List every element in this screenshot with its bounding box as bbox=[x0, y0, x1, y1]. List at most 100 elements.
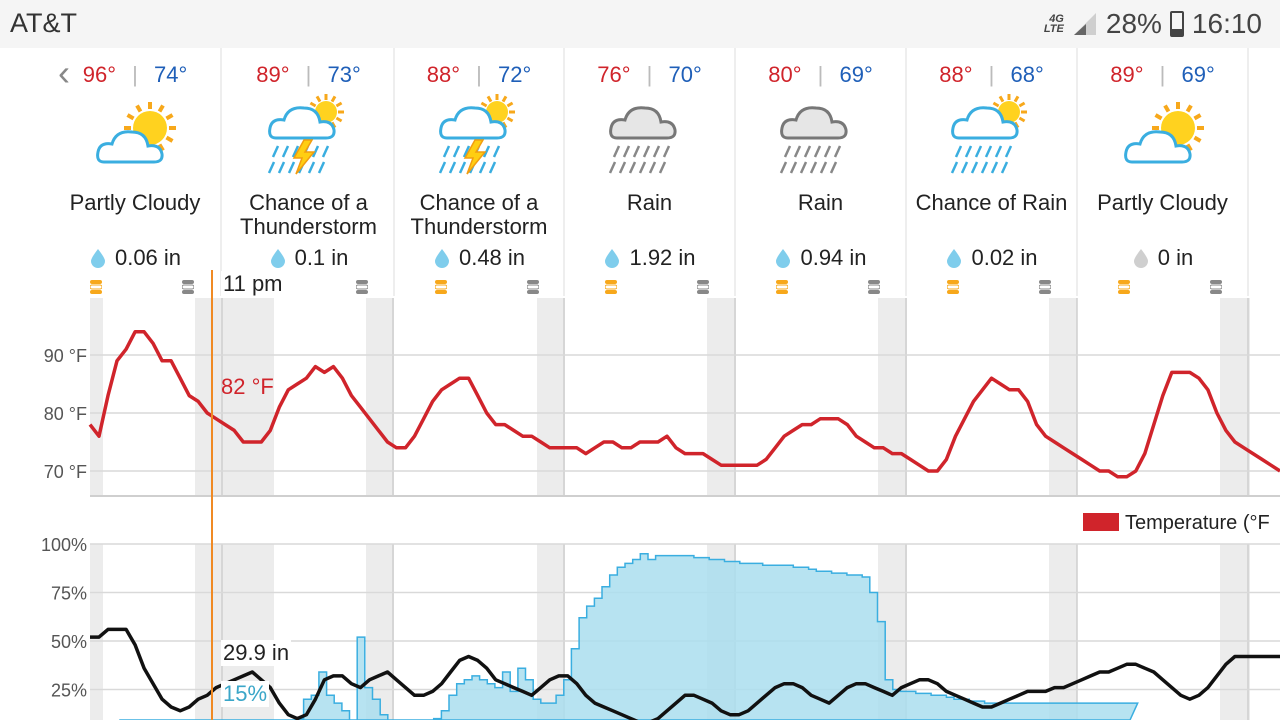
precip-amount: 0.48 in bbox=[395, 245, 563, 271]
night-band bbox=[537, 298, 565, 496]
precip-amount: 0.06 in bbox=[50, 245, 220, 271]
pressure-line bbox=[90, 627, 1280, 720]
hover-cursor-line[interactable] bbox=[211, 270, 213, 720]
sunset-icon bbox=[356, 280, 368, 294]
hover-time-label: 11 pm bbox=[221, 271, 285, 297]
partly-cloudy-icon bbox=[90, 90, 184, 184]
low-temp: 73° bbox=[327, 62, 361, 87]
forecast-day[interactable]: 89° | 73° Chance of a Thunderstorm 0.1 i… bbox=[224, 48, 395, 296]
temp-separator: | bbox=[476, 62, 482, 87]
chance-rain-icon bbox=[947, 90, 1041, 184]
temp-separator: | bbox=[1159, 62, 1166, 87]
day-temps: 88° | 72° bbox=[395, 62, 563, 88]
forecast-day[interactable]: 80° | 69° Rain 0.94 in bbox=[736, 48, 907, 296]
forecast-day[interactable]: 88° | 72° Chance of a Thunderstorm 0.48 … bbox=[395, 48, 565, 296]
legend-swatch bbox=[1083, 513, 1119, 531]
raindrop-icon bbox=[90, 249, 105, 268]
sunrise-icon bbox=[1118, 280, 1130, 294]
precip-amount: 0 in bbox=[1078, 245, 1247, 271]
forecast-day[interactable]: 76° | 70° Rain 1.92 in bbox=[565, 48, 736, 296]
y-tick-label: 25% bbox=[51, 681, 87, 701]
sunrise-icon bbox=[776, 280, 788, 294]
partly-cloudy-icon bbox=[1118, 90, 1212, 184]
night-band bbox=[1220, 544, 1250, 720]
hover-precip-chance-label: 15% bbox=[221, 681, 270, 707]
night-band bbox=[537, 544, 565, 720]
legend-label: Temperature (°F bbox=[1125, 512, 1270, 534]
battery-icon bbox=[1169, 11, 1184, 37]
forecast-day[interactable]: 89° | 69° Partly Cloudy 0 in bbox=[1078, 48, 1249, 296]
forecast-day[interactable]: 88° | 68° Chance of Rain 0.02 in bbox=[907, 48, 1078, 296]
sunset-icon bbox=[1039, 280, 1051, 294]
temp-separator: | bbox=[132, 62, 138, 87]
temperature-chart[interactable]: 90 °F 80 °F 70 °F bbox=[0, 298, 1280, 508]
condition-label: Partly Cloudy bbox=[69, 190, 201, 215]
high-temp: 80° bbox=[768, 62, 802, 87]
high-temp: 88° bbox=[426, 62, 461, 87]
night-band bbox=[878, 298, 907, 496]
high-temp: 89° bbox=[256, 62, 290, 87]
condition-label: Rain bbox=[797, 190, 844, 215]
status-icons: 4G LTE 28% 16:10 bbox=[1044, 8, 1262, 40]
high-temp: 96° bbox=[82, 62, 117, 87]
sunrise-icon bbox=[605, 280, 617, 294]
forecast-day[interactable]: 96° | 74° Partly Cloudy 0.06 in bbox=[50, 48, 222, 296]
day-temps: 80° | 69° bbox=[736, 62, 905, 88]
sunset-icon bbox=[1210, 280, 1222, 294]
thunderstorm-icon bbox=[264, 90, 358, 184]
precip-pressure-chart[interactable]: 100% 75% 50% 25% bbox=[0, 500, 1280, 720]
legend-temperature: Temperature (°F bbox=[1083, 512, 1270, 535]
condition-label: Chance of a Thunderstorm bbox=[240, 190, 377, 239]
sunrise-icon bbox=[90, 280, 102, 294]
signal-icon bbox=[1073, 13, 1096, 35]
network-type-icon: 4G LTE bbox=[1043, 13, 1064, 35]
y-tick-label: 100% bbox=[41, 535, 87, 555]
temp-separator: | bbox=[305, 62, 312, 87]
carrier-label: AT&T bbox=[10, 8, 77, 38]
day-temps: 88° | 68° bbox=[907, 62, 1076, 88]
day-temps: 96° | 74° bbox=[50, 62, 220, 88]
precip-amount: 0.94 in bbox=[736, 245, 905, 271]
night-band bbox=[366, 298, 394, 496]
day-temps: 76° | 70° bbox=[565, 62, 734, 88]
sunset-icon bbox=[527, 280, 539, 294]
low-temp: 72° bbox=[497, 62, 532, 87]
sunset-icon bbox=[182, 280, 194, 294]
night-band bbox=[1049, 544, 1077, 720]
condition-label: Chance of Rain bbox=[915, 190, 1068, 215]
precip-amount: 1.92 in bbox=[565, 245, 734, 271]
precip-amount: 0.1 in bbox=[224, 245, 393, 271]
day-temps: 89° | 73° bbox=[224, 62, 393, 88]
sunrise-icon bbox=[947, 280, 959, 294]
low-temp: 74° bbox=[153, 62, 188, 87]
rain-icon bbox=[776, 90, 870, 184]
temp-separator: | bbox=[817, 62, 824, 87]
day-temps: 89° | 69° bbox=[1078, 62, 1247, 88]
condition-label: Chance of a Thunderstorm bbox=[410, 190, 548, 239]
high-temp: 89° bbox=[1110, 62, 1144, 87]
raindrop-icon bbox=[1133, 249, 1148, 268]
status-bar: AT&T 4G LTE 28% 16:10 bbox=[0, 0, 1280, 48]
thunderstorm-icon bbox=[435, 90, 529, 184]
battery-percent: 28% bbox=[1105, 8, 1162, 39]
night-band bbox=[707, 298, 736, 496]
night-band bbox=[195, 298, 274, 496]
temperature-line bbox=[88, 330, 1280, 479]
raindrop-icon bbox=[605, 249, 620, 268]
high-temp: 76° bbox=[597, 62, 631, 87]
low-temp: 69° bbox=[1181, 62, 1215, 87]
raindrop-icon bbox=[776, 249, 791, 268]
condition-label: Partly Cloudy bbox=[1097, 190, 1228, 215]
night-band bbox=[1049, 298, 1077, 496]
y-tick-label: 70 °F bbox=[44, 462, 87, 482]
sunset-icon bbox=[868, 280, 880, 294]
daily-forecast-strip[interactable]: 96° | 74° Partly Cloudy 0.06 in 89° | 73… bbox=[0, 48, 1280, 298]
y-tick-label: 90 °F bbox=[44, 346, 87, 366]
raindrop-icon bbox=[947, 249, 962, 268]
night-band bbox=[90, 544, 103, 720]
back-chevron-icon[interactable]: ‹ bbox=[58, 52, 70, 93]
condition-label: Rain bbox=[626, 190, 673, 215]
precip-amount: 0.02 in bbox=[907, 245, 1076, 271]
raindrop-icon bbox=[434, 249, 449, 268]
rain-icon bbox=[605, 90, 699, 184]
